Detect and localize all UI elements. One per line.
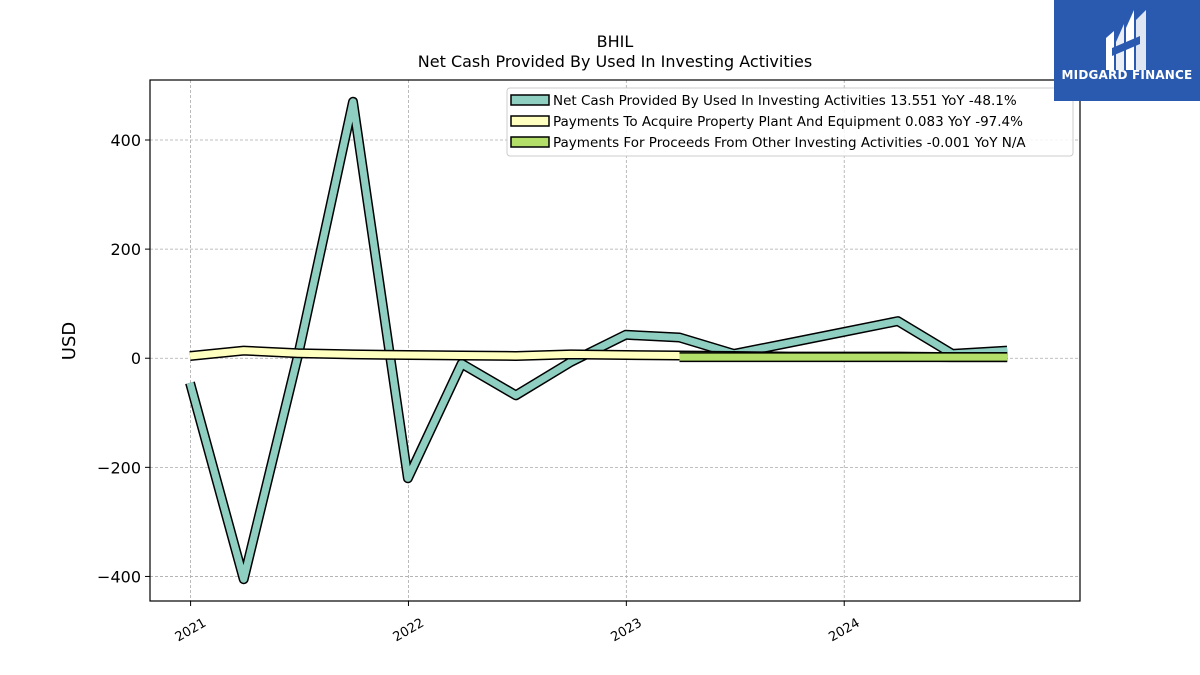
series-line-outline xyxy=(185,96,1008,585)
legend: Net Cash Provided By Used In Investing A… xyxy=(506,87,1074,157)
legend-label: Payments For Proceeds From Other Investi… xyxy=(553,135,1026,151)
brand-logo: MIDGARD FINANCE xyxy=(1054,0,1200,101)
series-1 xyxy=(185,96,1008,585)
y-tick-label: 0 xyxy=(131,349,141,368)
chart-title: BHIL xyxy=(596,32,634,51)
x-tick-label: 2022 xyxy=(391,616,427,646)
x-tick-label: 2024 xyxy=(826,616,862,646)
y-tick-label: −400 xyxy=(97,567,141,586)
legend-swatch xyxy=(510,94,550,106)
legend-box xyxy=(506,87,1074,157)
y-tick-label: −200 xyxy=(97,458,141,477)
logo-mark-icon xyxy=(1106,10,1146,70)
plot-frame xyxy=(149,79,1081,602)
logo-text: MIDGARD FINANCE xyxy=(1061,68,1193,82)
legend-label: Payments To Acquire Property Plant And E… xyxy=(553,114,1023,130)
y-axis: −400 −200 0 200 400 xyxy=(97,131,150,586)
legend-label: Net Cash Provided By Used In Investing A… xyxy=(553,93,1017,109)
x-axis: 2021 2022 2023 2024 xyxy=(173,601,863,645)
y-tick-label: 400 xyxy=(110,131,141,150)
legend-swatch xyxy=(510,115,550,127)
y-axis-label: USD xyxy=(59,322,80,360)
chart-subtitle: Net Cash Provided By Used In Investing A… xyxy=(417,52,813,71)
x-tick-label: 2021 xyxy=(173,616,209,646)
y-tick-label: 200 xyxy=(110,240,141,259)
legend-swatch xyxy=(510,136,550,148)
x-tick-label: 2023 xyxy=(609,616,645,646)
series-3 xyxy=(679,352,1008,363)
series-layer xyxy=(185,96,1008,585)
series-line xyxy=(186,98,1008,583)
